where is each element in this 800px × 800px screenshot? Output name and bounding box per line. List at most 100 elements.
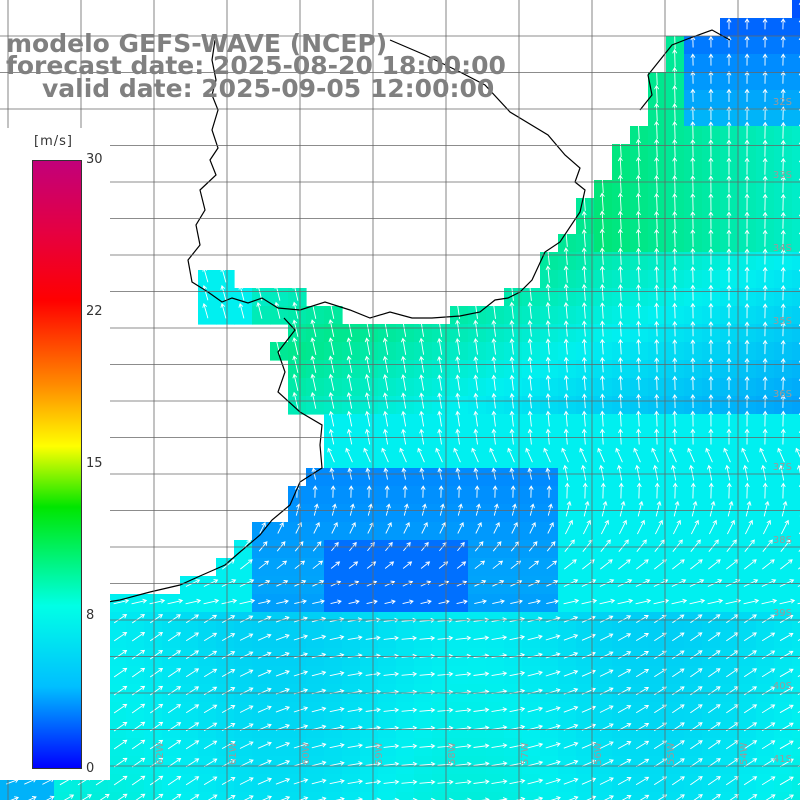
wind-arrow [491, 374, 497, 391]
wind-arrow [672, 48, 678, 68]
wind-arrow [185, 632, 200, 642]
wind-arrow [780, 35, 786, 48]
wind-arrow [419, 337, 425, 355]
wind-cell [792, 108, 800, 127]
wind-arrow [762, 559, 775, 570]
wind-arrow [599, 428, 605, 445]
wind-arrow [690, 519, 699, 535]
wind-arrow [708, 157, 714, 175]
wind-arrow [565, 500, 572, 517]
wind-arrow [202, 302, 209, 319]
wind-arrow [635, 633, 649, 641]
wind-arrow [708, 539, 719, 552]
wind-arrow [385, 522, 392, 534]
wind-arrow [780, 53, 786, 66]
wind-cell [720, 792, 739, 800]
wind-cell [792, 126, 800, 145]
wind-cell [792, 558, 800, 577]
wind-arrow [221, 687, 236, 695]
wind-arrow [149, 598, 166, 605]
wind-arrow [726, 394, 732, 408]
wind-arrow [636, 615, 649, 623]
wind-arrow [491, 428, 497, 445]
wind-arrow [293, 760, 309, 767]
wind-arrow [581, 375, 587, 391]
lon-label: 56W [593, 742, 604, 765]
wind-arrow [708, 375, 714, 391]
wind-arrow [636, 192, 641, 212]
wind-arrow [292, 319, 299, 337]
wind-arrow [762, 53, 768, 66]
wind-arrow [491, 319, 497, 337]
wind-arrow [636, 265, 641, 283]
wind-cell [234, 792, 253, 800]
wind-arrow [113, 613, 128, 624]
wind-cell [216, 792, 235, 800]
wind-arrow [292, 301, 299, 319]
wind-cell [792, 252, 800, 271]
wind-arrow [617, 651, 632, 659]
wind-arrow [364, 410, 371, 427]
wind-arrow [672, 120, 678, 140]
wind-arrow [528, 541, 538, 552]
wind-arrow [599, 615, 614, 623]
wind-arrow [335, 796, 345, 800]
wind-arrow [617, 705, 632, 713]
wind-arrow [690, 668, 703, 678]
lon-label: 61W [228, 742, 239, 765]
wind-arrow [761, 632, 776, 642]
lat-label: 39S [773, 608, 792, 619]
wind-arrow [654, 247, 660, 265]
wind-arrow [293, 742, 309, 749]
wind-arrow [780, 248, 786, 265]
wind-arrow [600, 482, 606, 499]
wind-arrow [310, 319, 317, 337]
wind-cell [792, 288, 800, 307]
wind-arrow [167, 686, 182, 696]
wind-arrow [744, 410, 750, 427]
wind-arrow [743, 704, 758, 714]
wind-arrow [429, 797, 436, 800]
wind-arrow [545, 265, 551, 283]
wind-arrow [203, 614, 218, 624]
wind-arrow [275, 777, 291, 785]
wind-arrow [600, 519, 609, 535]
wind-arrow [616, 464, 623, 481]
wind-arrow [491, 761, 508, 767]
wind-arrow [690, 740, 703, 750]
wind-cell [792, 630, 800, 649]
wind-arrow [635, 776, 650, 786]
wind-arrow [726, 248, 732, 265]
wind-arrow [221, 669, 236, 677]
wind-arrow [421, 503, 427, 516]
wind-arrow [185, 650, 200, 660]
lat-label: 36S [773, 389, 792, 400]
wind-arrow [672, 228, 678, 248]
wind-cell [792, 702, 800, 721]
wind-arrow [382, 319, 389, 337]
wind-arrow [690, 539, 701, 552]
wind-arrow [777, 447, 785, 463]
wind-cell [630, 630, 649, 649]
wind-arrow [563, 375, 569, 391]
wind-arrow [743, 650, 757, 660]
wind-arrow [328, 337, 335, 355]
wind-arrow [690, 193, 696, 211]
wind-arrow [346, 319, 353, 337]
wind-arrow [473, 635, 490, 641]
wind-arrow [527, 320, 533, 337]
colorbar-tick: 15 [86, 456, 103, 471]
wind-arrow [312, 560, 324, 570]
wind-cell [324, 792, 343, 800]
wind-arrow [762, 266, 768, 283]
wind-arrow [475, 503, 481, 516]
wind-arrow [690, 650, 703, 660]
wind-arrow [546, 485, 552, 498]
wind-arrow [437, 743, 454, 749]
wind-arrow [636, 519, 645, 535]
wind-arrow [672, 30, 678, 50]
wind-cell [432, 540, 451, 559]
wind-arrow [765, 794, 776, 800]
wind-arrow [654, 156, 660, 176]
wind-arrow [384, 561, 395, 569]
